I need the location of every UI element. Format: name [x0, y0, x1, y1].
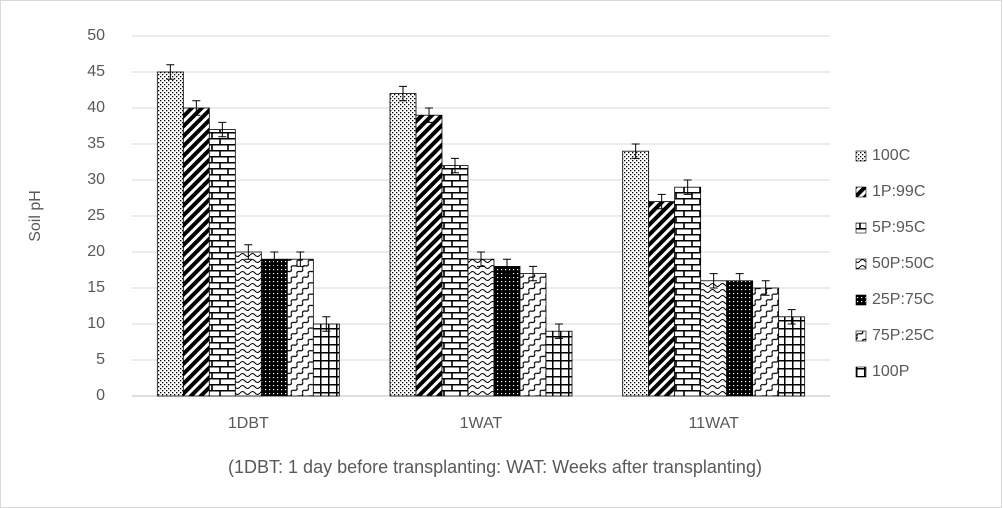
error-bar — [683, 179, 692, 195]
error-bar — [503, 258, 511, 275]
bar — [752, 287, 780, 397]
y-tick-label: 25 — [87, 207, 105, 224]
legend-label: 100C — [872, 147, 910, 164]
error-bar — [296, 251, 305, 267]
legend-swatch — [855, 330, 867, 342]
bar — [389, 93, 417, 397]
bar — [312, 323, 340, 397]
y-tick-label: 40 — [87, 99, 105, 116]
x-tick-label: 1WAT — [460, 415, 503, 432]
error-bar — [555, 323, 563, 339]
y-tick-label: 50 — [87, 27, 105, 44]
legend-label: 1P:99C — [872, 183, 925, 200]
bar — [286, 258, 314, 397]
bar — [493, 265, 521, 397]
bar — [778, 316, 806, 397]
x-tick-label: 11WAT — [688, 415, 739, 432]
bar — [545, 330, 573, 397]
error-bar — [166, 64, 175, 80]
error-bar — [425, 107, 433, 123]
bar — [726, 280, 754, 397]
y-tick-label: 5 — [96, 351, 105, 368]
y-tick-label: 30 — [87, 171, 105, 188]
y-tick-label: 45 — [87, 63, 105, 80]
bar — [648, 201, 676, 397]
y-tick-label: 20 — [87, 243, 105, 260]
legend-label: 25P:75C — [872, 291, 934, 308]
y-axis-label: Soil pH — [27, 190, 44, 242]
legend-swatch — [855, 222, 867, 234]
bar — [182, 107, 210, 397]
error-bar — [218, 121, 227, 138]
bar — [622, 150, 650, 397]
y-tick-label: 35 — [87, 135, 105, 152]
bar — [260, 258, 288, 397]
legend-label: 5P:95C — [872, 219, 925, 236]
bar — [441, 165, 469, 397]
error-bar — [270, 251, 279, 267]
legend-label: 100P — [872, 363, 909, 380]
x-tick-label: 1DBT — [228, 415, 269, 432]
legend-swatch — [855, 186, 867, 198]
error-bar — [709, 273, 718, 289]
bar — [519, 273, 547, 397]
bar — [156, 71, 184, 397]
bar — [700, 280, 728, 397]
error-bar — [631, 143, 640, 159]
error-bar — [657, 193, 666, 210]
legend-label: 75P:25C — [872, 327, 934, 344]
error-bar — [477, 251, 485, 267]
legend-swatch — [855, 366, 867, 378]
error-bar — [192, 100, 201, 116]
y-tick-label: 10 — [87, 315, 105, 332]
error-bar — [761, 280, 770, 296]
error-bar — [735, 273, 744, 289]
error-bar — [451, 157, 459, 174]
bar — [674, 186, 702, 397]
x-axis-label: (1DBT: 1 day before transplanting: WAT: … — [228, 457, 762, 477]
bar — [234, 251, 262, 397]
y-tick-label: 0 — [96, 387, 105, 404]
y-tick-label: 15 — [87, 279, 105, 296]
bar — [415, 114, 443, 397]
bar — [208, 129, 236, 397]
legend-swatch — [855, 294, 867, 306]
error-bar — [787, 309, 796, 325]
error-bar — [322, 316, 331, 332]
legend-swatch — [855, 258, 867, 270]
error-bar — [244, 244, 253, 260]
legend-swatch — [855, 150, 867, 162]
error-bar — [399, 85, 407, 102]
error-bar — [529, 265, 537, 282]
legend-label: 50P:50C — [872, 255, 934, 272]
bar — [467, 258, 495, 397]
